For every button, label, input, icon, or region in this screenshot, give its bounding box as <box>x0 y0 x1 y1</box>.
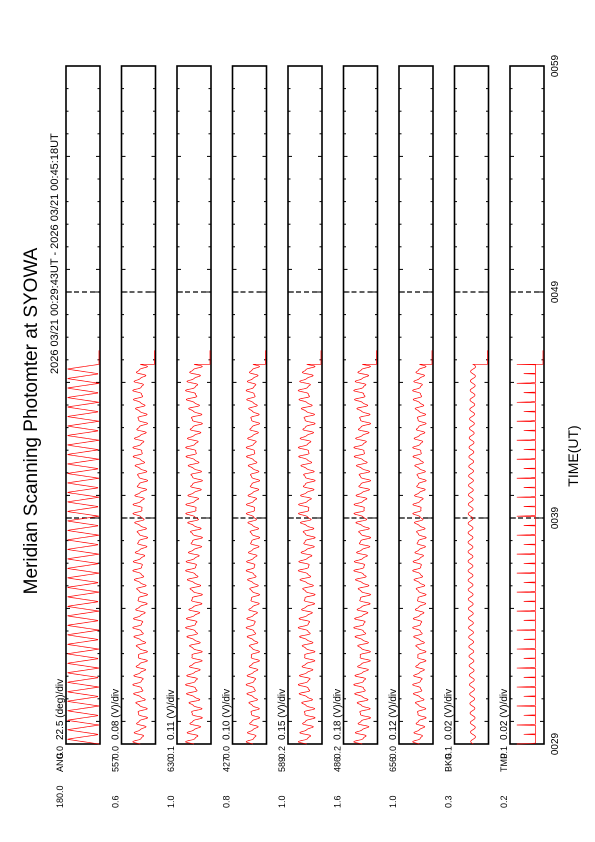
channel-label: 486 <box>333 757 343 772</box>
y-max-label: 0.6 <box>111 795 121 808</box>
series-line-ch8 <box>516 350 544 745</box>
channel-label: BKG <box>444 753 454 772</box>
y-min-label: -0.2 <box>277 746 287 762</box>
time-range-label: 2026 03/21 00:29:43UT - 2026 03/21 00:45… <box>49 133 61 374</box>
y-max-label: 180.0 <box>55 785 65 808</box>
channel-label: TMP <box>499 753 509 772</box>
series-line-ch7 <box>467 350 488 745</box>
scale-label: 0.02 (V)/div <box>499 689 510 740</box>
series-line-ch3 <box>245 350 266 745</box>
y-max-label: 0.3 <box>444 795 454 808</box>
scale-label: 0.08 (V)/div <box>111 689 122 740</box>
plot-title: Meridian Scanning Photomter at SYOWA <box>21 247 42 594</box>
y-max-label: 0.2 <box>499 795 509 808</box>
y-min-label: 0.0 <box>111 746 121 759</box>
scale-label: 0.18 (V)/div <box>333 689 344 740</box>
x-tick-label: 0039 <box>550 506 561 529</box>
x-tick-label: 0049 <box>550 280 561 303</box>
scale-label: 0.12 (V)/div <box>388 689 399 740</box>
series-line-ch5 <box>353 350 377 745</box>
series-line-ch6 <box>412 350 433 745</box>
series-line-ch1 <box>132 350 155 745</box>
channel-label: 557 <box>111 757 121 772</box>
y-min-label: 0.2 <box>333 746 343 759</box>
y-min-label: 0.0 <box>388 746 398 759</box>
y-min-label: 0.1 <box>444 746 454 759</box>
scale-label: 0.15 (V)/div <box>277 689 288 740</box>
y-max-label: 1.6 <box>333 795 343 808</box>
y-max-label: 1.0 <box>166 795 176 808</box>
channel-label: 630 <box>166 757 176 772</box>
channel-label: ANG <box>55 752 65 772</box>
y-max-label: 0.8 <box>222 795 232 808</box>
channel-label: 427 <box>222 757 232 772</box>
scale-label: 0.11 (V)/div <box>166 690 177 740</box>
scale-label: 0.10 (V)/div <box>222 689 233 740</box>
y-min-label: 0.1 <box>166 746 176 759</box>
y-min-label: 0.0 <box>222 746 232 759</box>
series-line-ch4 <box>297 350 322 745</box>
y-min-label: 0.0 <box>55 746 65 759</box>
x-tick-label: 0059 <box>550 54 561 77</box>
x-tick-label: 0029 <box>550 732 561 755</box>
scale-label: 22.5 (deg)/div <box>55 679 66 740</box>
y-min-label: 0.1 <box>499 746 509 759</box>
panel-ch4: 1.0 589-0.2 0.15 (V)/div <box>277 65 323 808</box>
series-line-angle <box>67 350 100 745</box>
x-axis-title: TIME(UT) <box>565 425 581 486</box>
series-line-ch2 <box>185 350 211 745</box>
y-max-label: 1.0 <box>277 795 287 808</box>
y-max-label: 1.0 <box>388 795 398 808</box>
scale-label: 0.02 (V)/div <box>444 689 455 740</box>
channel-label: 656 <box>388 757 398 772</box>
channel-label: 589 <box>277 757 287 772</box>
